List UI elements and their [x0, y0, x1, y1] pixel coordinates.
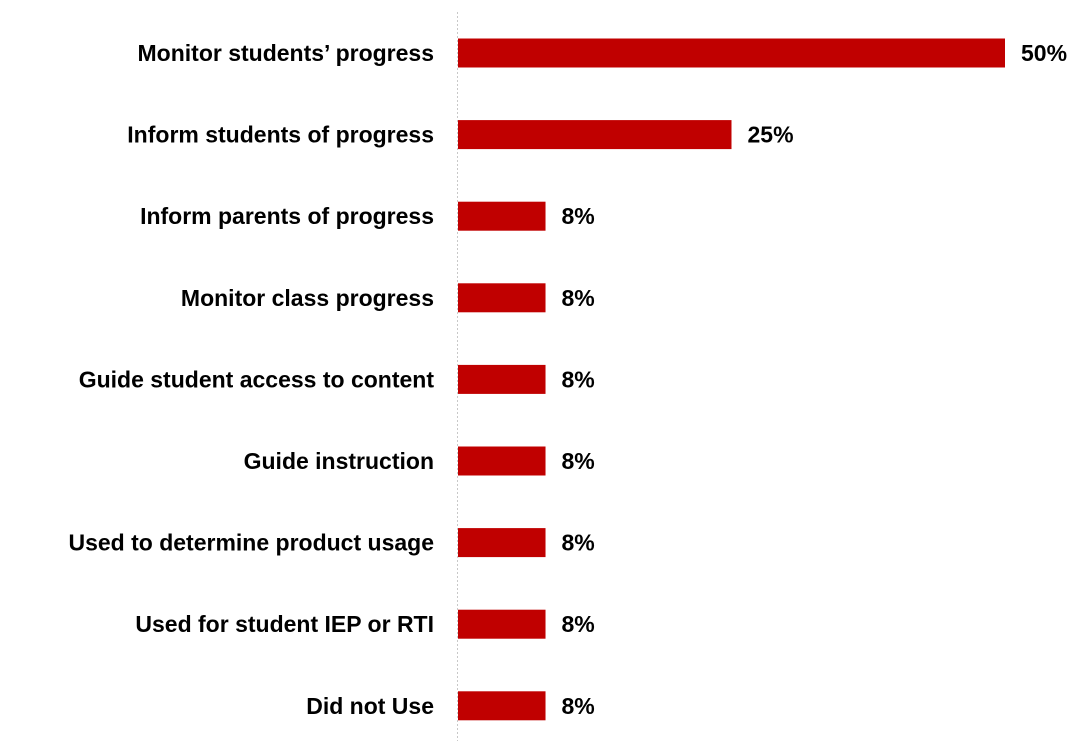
- bar: [458, 691, 546, 721]
- data-label: 50%: [1021, 40, 1067, 66]
- category-label: Monitor students’ progress: [138, 40, 434, 66]
- data-label: 8%: [562, 285, 595, 311]
- data-label: 25%: [748, 122, 794, 148]
- category-label: Used to determine product usage: [68, 530, 434, 556]
- data-label: 8%: [562, 448, 595, 474]
- bar: [458, 364, 546, 394]
- category-label: Did not Use: [306, 693, 434, 719]
- data-label: 8%: [562, 530, 595, 556]
- bar: [458, 38, 1005, 68]
- category-label: Guide student access to content: [79, 366, 435, 392]
- category-label: Used for student IEP or RTI: [135, 611, 434, 637]
- bar: [458, 283, 546, 313]
- bars: [458, 38, 1005, 721]
- data-label: 8%: [562, 611, 595, 637]
- data-label: 8%: [562, 203, 595, 229]
- category-labels: Monitor students’ progress Inform student…: [68, 40, 434, 719]
- bar: [458, 528, 546, 558]
- data-label: 8%: [562, 693, 595, 719]
- value-labels: 50% 25% 8% 8% 8% 8% 8% 8% 8%: [562, 40, 1068, 719]
- bar: [458, 446, 546, 476]
- category-label: Inform parents of progress: [140, 203, 434, 229]
- bar: [458, 201, 546, 231]
- category-label: Inform students of progress: [127, 122, 434, 148]
- category-label: Guide instruction: [244, 448, 434, 474]
- bar: [458, 120, 732, 150]
- data-label: 8%: [562, 366, 595, 392]
- category-label: Monitor class progress: [181, 285, 434, 311]
- bar: [458, 609, 546, 639]
